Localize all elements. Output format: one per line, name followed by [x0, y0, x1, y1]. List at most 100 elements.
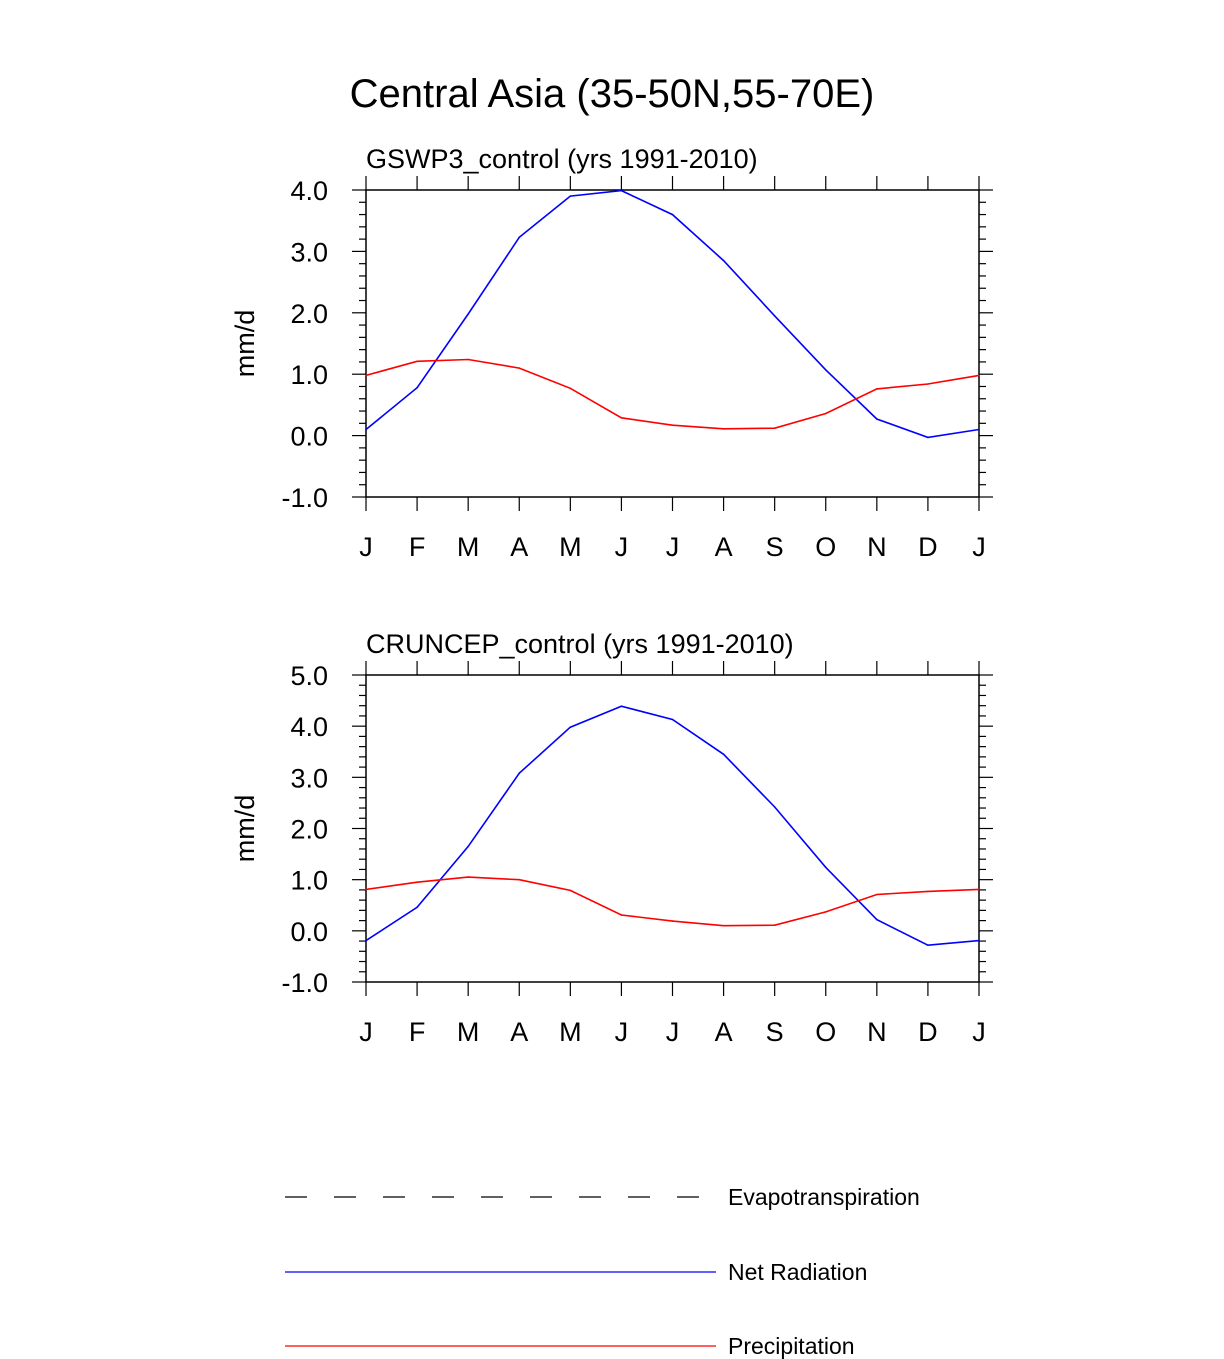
- series-precipitation-line: [365, 358, 980, 430]
- y-axis-label: mm/d: [230, 310, 260, 378]
- series-precipitation-point: [876, 893, 878, 896]
- series-net-radiation-point: [978, 939, 980, 942]
- y-tick-label: 4.0: [290, 176, 328, 206]
- legend: Evapotranspiration Net Radiation Precipita…: [285, 1184, 920, 1359]
- y-tick-label: 2.0: [290, 815, 328, 845]
- series-net-radiation-point: [365, 939, 367, 942]
- series-net-radiation-point: [773, 315, 776, 317]
- series-precipitation-point: [569, 889, 572, 892]
- series-precipitation-point: [467, 876, 469, 878]
- series-net-radiation-point: [467, 845, 469, 848]
- series-net-radiation-point: [876, 418, 878, 420]
- series-net-radiation-point: [416, 386, 418, 389]
- series-precipitation-line: [365, 876, 980, 927]
- series-precipitation-point: [671, 424, 674, 426]
- legend-precipitation-label: Precipitation: [728, 1333, 855, 1359]
- plot-frame: [365, 674, 980, 983]
- series-precipitation-point: [824, 412, 827, 415]
- x-tick-label: M: [559, 1017, 582, 1047]
- series-precipitation-point: [773, 924, 776, 927]
- series-precipitation-point: [978, 374, 980, 377]
- series-precipitation-point: [416, 360, 418, 363]
- y-tick-label: 1.0: [290, 360, 328, 390]
- x-tick-label: J: [972, 532, 986, 562]
- series-precipitation-point: [722, 428, 725, 430]
- x-tick-label: D: [918, 532, 938, 562]
- series-net-radiation-point: [824, 369, 827, 371]
- y-tick-label: -1.0: [281, 968, 328, 998]
- legend-net-radiation-label: Net Radiation: [728, 1259, 867, 1285]
- y-tick-label: 0.0: [290, 422, 328, 452]
- panel-title: CRUNCEP_control (yrs 1991-2010): [366, 629, 794, 659]
- x-tick-label: A: [510, 532, 528, 562]
- series-net-radiation-point: [722, 753, 725, 756]
- plot-frame: [365, 189, 980, 498]
- series-net-radiation-point: [824, 866, 827, 869]
- x-tick-label: S: [766, 532, 784, 562]
- x-tick-label: J: [615, 532, 629, 562]
- x-tick-label: N: [867, 532, 887, 562]
- x-tick-label: S: [766, 1017, 784, 1047]
- x-tick-label: J: [666, 532, 680, 562]
- series-net-radiation-point: [620, 705, 623, 708]
- series-precipitation-point: [620, 914, 623, 916]
- series-net-radiation-point: [416, 906, 418, 909]
- y-tick-label: 3.0: [290, 763, 328, 793]
- series-precipitation-point: [365, 374, 367, 377]
- x-tick-label: N: [867, 1017, 887, 1047]
- panel-title: GSWP3_control (yrs 1991-2010): [366, 144, 758, 174]
- series-net-radiation-point: [927, 944, 929, 946]
- y-tick-label: 3.0: [290, 237, 328, 267]
- x-tick-label: A: [715, 1017, 733, 1047]
- x-tick-label: J: [359, 532, 373, 562]
- series-net-radiation-point: [569, 726, 572, 728]
- series-precipitation-point: [467, 358, 469, 361]
- series-precipitation-point: [927, 890, 929, 893]
- chart-panel-2: CRUNCEP_control (yrs 1991-2010) mm/d -1.0 0…: [230, 629, 993, 1047]
- series-precipitation-point: [671, 920, 674, 922]
- series-net-radiation-point: [569, 195, 572, 197]
- chart-panel-1: GSWP3_control (yrs 1991-2010) mm/d -1.0 0.0…: [230, 144, 993, 562]
- series-net-radiation-point: [620, 189, 623, 192]
- legend-evapotranspiration-label: Evapotranspiration: [728, 1184, 920, 1210]
- x-tick-label: M: [457, 532, 480, 562]
- x-tick-label: A: [715, 532, 733, 562]
- series-precipitation-point: [722, 924, 725, 927]
- y-tick-label: -1.0: [281, 483, 328, 513]
- series-precipitation-point: [416, 881, 418, 884]
- x-tick-label: O: [815, 1017, 836, 1047]
- series-net-radiation-point: [518, 772, 521, 775]
- y-tick-label: 2.0: [290, 299, 328, 329]
- series-net-radiation-point: [722, 259, 725, 262]
- chart-panels: GSWP3_control (yrs 1991-2010) mm/d -1.0 0.0…: [230, 144, 993, 1047]
- y-tick-label: 1.0: [290, 866, 328, 896]
- series-precipitation-point: [824, 911, 827, 913]
- x-tick-label: J: [666, 1017, 680, 1047]
- series-net-radiation-line: [365, 705, 980, 947]
- y-tick-label: 5.0: [290, 661, 328, 691]
- series-precipitation-point: [773, 427, 776, 430]
- x-tick-label: J: [972, 1017, 986, 1047]
- series-precipitation-point: [569, 387, 572, 390]
- series-net-radiation-line: [365, 189, 980, 439]
- series-precipitation-point: [927, 383, 929, 385]
- x-tick-label: F: [409, 1017, 426, 1047]
- x-tick-label: J: [359, 1017, 373, 1047]
- series-precipitation-point: [365, 888, 367, 891]
- figure-title: Central Asia (35-50N,55-70E): [350, 72, 875, 116]
- y-axis-label: mm/d: [230, 795, 260, 863]
- series-precipitation-point: [518, 878, 521, 881]
- y-tick-label: 4.0: [290, 712, 328, 742]
- series-precipitation-point: [978, 888, 980, 891]
- series-precipitation-point: [876, 388, 878, 390]
- x-tick-label: A: [510, 1017, 528, 1047]
- series-net-radiation-point: [671, 213, 674, 216]
- series-net-radiation-point: [518, 236, 521, 239]
- series-net-radiation-point: [927, 436, 929, 439]
- series-net-radiation-point: [978, 428, 980, 431]
- series-precipitation-point: [518, 367, 521, 369]
- x-tick-label: M: [559, 532, 582, 562]
- series-net-radiation-point: [671, 718, 674, 721]
- x-tick-label: J: [615, 1017, 629, 1047]
